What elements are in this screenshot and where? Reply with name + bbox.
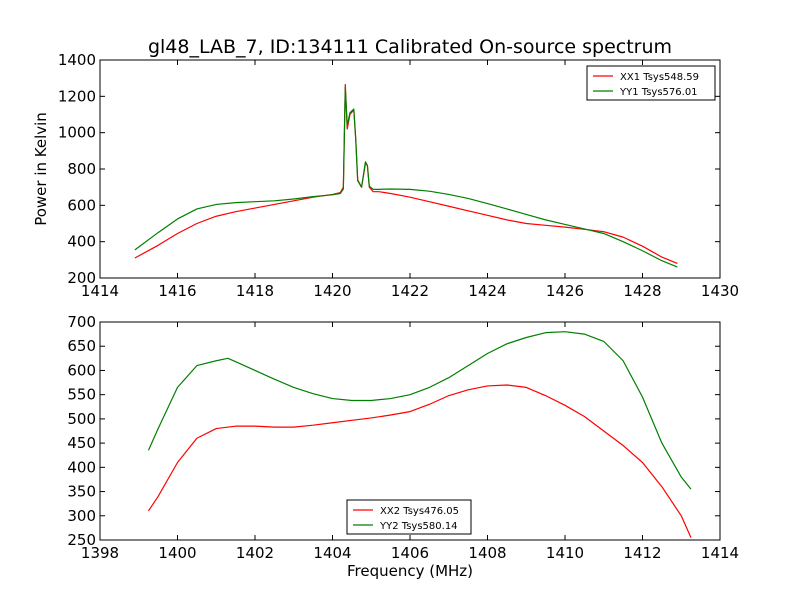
bottom-y-tick-label: 350 [67,483,96,501]
bottom-legend: XX2 Tsys476.05 YY2 Tsys580.14 [346,499,472,535]
bottom-y-tick-label: 650 [67,337,96,355]
top-y-tick-label: 1400 [58,51,96,69]
bottom-x-tick-label: 1406 [391,544,429,562]
bottom-series-line-1 [147,384,692,538]
top-x-tick-label: 1422 [391,282,429,300]
top-legend-label-1: XX1 Tsys548.59 [620,72,699,83]
top-y-tick-label: 600 [67,196,96,214]
top-y-axis-label: Power in Kelvin [32,112,50,226]
top-legend-box [586,65,716,101]
top-legend: XX1 Tsys548.59 YY1 Tsys576.01 [586,65,716,101]
bottom-x-tick-label: 1410 [546,544,584,562]
bottom-x-tick-label: 1398 [81,544,119,562]
bottom-y-tick-label: 700 [67,313,96,331]
top-x-tick-label: 1420 [313,282,351,300]
top-x-tick-label: 1430 [701,282,739,300]
bottom-y-tick-label: 250 [67,531,96,549]
bottom-y-tick-label: 300 [67,507,96,525]
top-x-tick-label: 1418 [236,282,274,300]
top-series-line-2 [134,86,678,268]
bottom-y-tick-label: 450 [67,434,96,452]
bottom-y-tick-label: 400 [67,458,96,476]
bottom-y-tick-label: 550 [67,386,96,404]
top-x-tick-label: 1414 [81,282,119,300]
top-x-tick-label: 1424 [468,282,506,300]
bottom-legend-label-1: XX2 Tsys476.05 [380,506,459,517]
top-y-tick-label: 400 [67,233,96,251]
bottom-series-line-2 [147,331,692,490]
top-x-tick-label: 1416 [158,282,196,300]
bottom-y-tick-label: 600 [67,361,96,379]
bottom-x-tick-label: 1408 [468,544,506,562]
top-y-tick-label: 200 [67,269,96,287]
top-plot: 1414 1416 1418 1420 1422 1424 1426 1428 1430 200 4… [32,51,739,300]
bottom-legend-label-2: YY2 Tsys580.14 [379,521,458,532]
chart-title: gl48_LAB_7, ID:134111 Calibrated On-sour… [148,36,672,58]
bottom-x-tick-label: 1404 [313,544,351,562]
top-y-tick-label: 1200 [58,87,96,105]
bottom-x-tick-label: 1414 [701,544,739,562]
top-legend-label-2: YY1 Tsys576.01 [619,87,698,98]
bottom-x-tick-label: 1412 [623,544,661,562]
bottom-y-tick-label: 500 [67,410,96,428]
bottom-x-axis-label: Frequency (MHz) [347,562,473,580]
bottom-plot: 1398 1400 1402 1404 1406 1408 1410 1412 1414 250 3… [67,313,739,580]
bottom-legend-box [346,499,472,535]
bottom-x-tick-label: 1400 [158,544,196,562]
bottom-x-tick-label: 1402 [236,544,274,562]
top-y-tick-label: 800 [67,160,96,178]
top-y-tick-label: 1000 [58,124,96,142]
top-x-tick-label: 1428 [623,282,661,300]
top-x-tick-label: 1426 [546,282,584,300]
